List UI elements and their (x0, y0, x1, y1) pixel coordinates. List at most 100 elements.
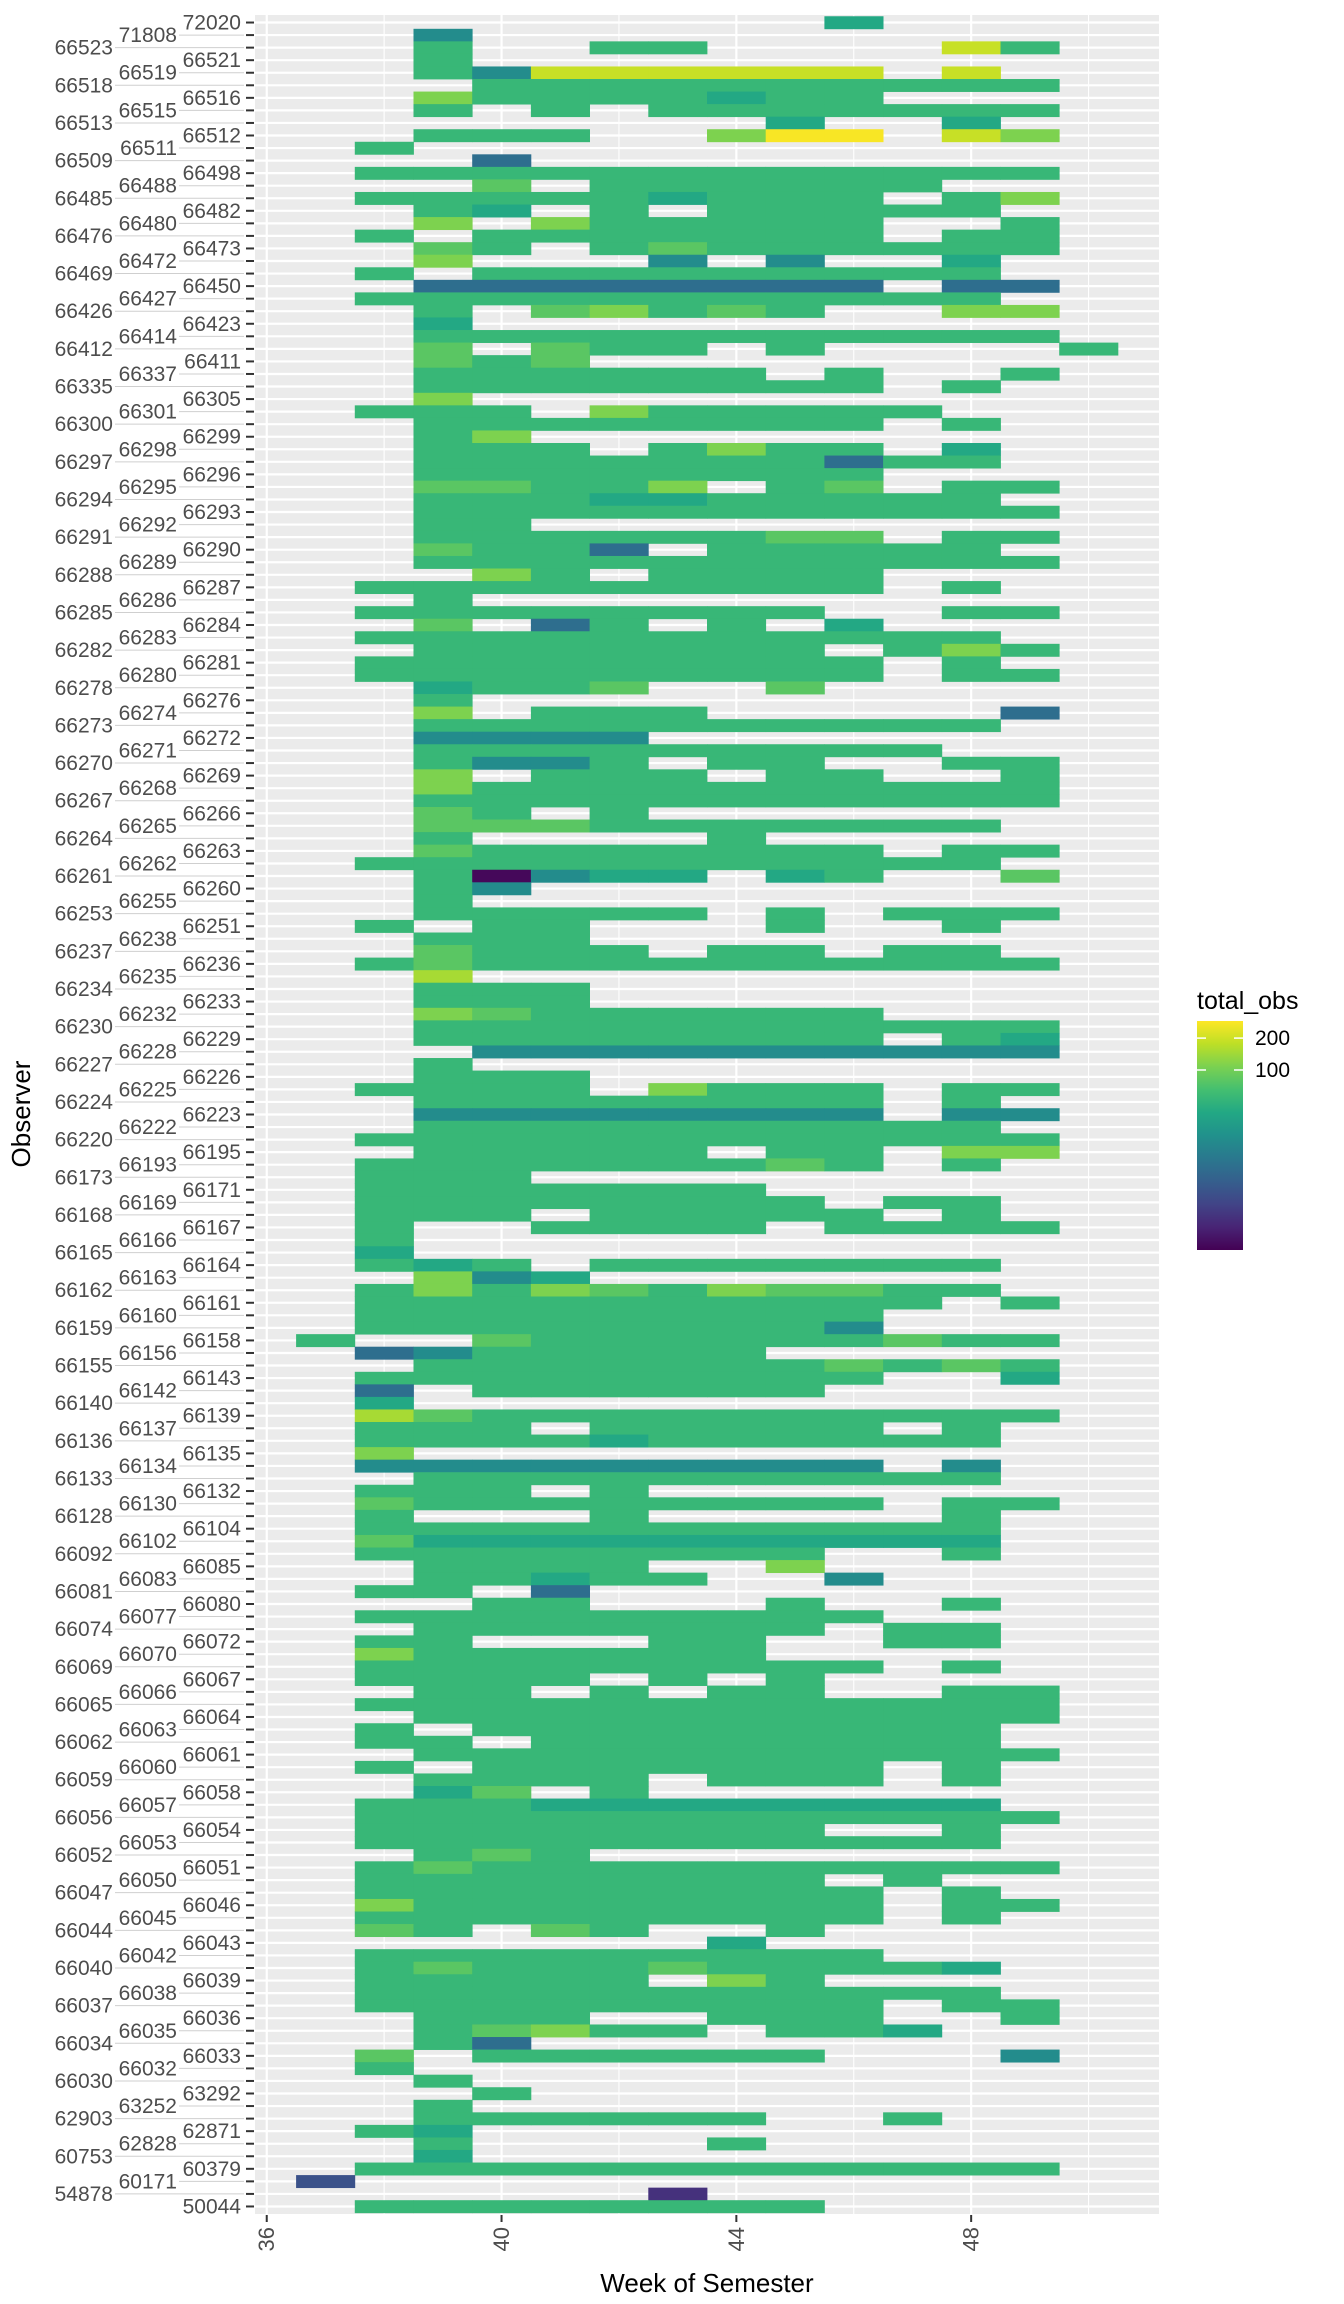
tile (824, 1145, 884, 1159)
tile (472, 1949, 532, 1963)
tile (941, 1660, 1001, 1674)
tile (648, 1108, 708, 1122)
tile (296, 2175, 356, 2189)
tile (472, 166, 532, 180)
tile (413, 1811, 473, 1825)
tile (765, 1748, 825, 1762)
tile (941, 292, 1001, 306)
tile (413, 694, 473, 707)
tile (941, 1798, 1001, 1812)
tile (354, 405, 414, 419)
tile (413, 806, 473, 820)
tile (530, 1020, 590, 1034)
tile (707, 1434, 767, 1448)
tile (589, 480, 649, 494)
tile (824, 719, 884, 733)
x-tick-label: 48 (959, 2227, 984, 2251)
tile (354, 2200, 414, 2214)
tile (824, 857, 884, 871)
y-tick-label: 66293 (183, 501, 241, 524)
tile (648, 417, 708, 431)
y-tick-label: 66060 (119, 1756, 177, 1779)
y-tick-label: 66036 (183, 2007, 241, 2030)
tile (824, 1359, 884, 1373)
tile (354, 606, 414, 620)
tile (648, 91, 708, 105)
tile (941, 1685, 1001, 1699)
tile (530, 217, 590, 231)
tile (589, 1961, 649, 1975)
tile (707, 191, 767, 205)
y-tick-label: 66133 (55, 1467, 113, 1490)
tile (824, 1007, 884, 1021)
tile (824, 1083, 884, 1097)
tile (648, 606, 708, 620)
tile (530, 1409, 590, 1423)
tile (530, 2011, 590, 2025)
tile (589, 1158, 649, 1172)
tile (530, 292, 590, 306)
tile (707, 1133, 767, 1147)
tile (648, 1020, 708, 1034)
tile (883, 794, 943, 808)
y-tick-label: 66058 (183, 1781, 241, 1804)
tile (824, 480, 884, 494)
tile (824, 129, 884, 143)
tile (941, 1032, 1001, 1046)
tile (648, 1221, 708, 1235)
tile (413, 292, 473, 306)
tile (883, 1296, 943, 1310)
tile (707, 744, 767, 758)
tile (413, 1032, 473, 1046)
tile (824, 744, 884, 758)
tile (707, 1610, 767, 1624)
tile (354, 1158, 414, 1172)
tile (941, 1522, 1001, 1536)
tile (472, 204, 532, 218)
y-tick-label: 66300 (55, 413, 113, 436)
tile (648, 1283, 708, 1297)
tile (354, 292, 414, 306)
tile (1000, 1811, 1060, 1825)
tile (530, 367, 590, 381)
tile (941, 656, 1001, 670)
tile (648, 1836, 708, 1850)
tile (354, 1735, 414, 1749)
tile (472, 1610, 532, 1624)
tile (413, 2099, 473, 2113)
tile (530, 1811, 590, 1825)
tile (707, 1409, 767, 1423)
tile (824, 279, 884, 293)
tile (824, 104, 884, 118)
tile (472, 606, 532, 620)
tile (648, 1610, 708, 1624)
tile (765, 643, 825, 657)
tile (472, 1785, 532, 1799)
tile (413, 2112, 473, 2126)
y-tick-label: 66337 (119, 363, 177, 386)
tile (707, 417, 767, 431)
tile (883, 1221, 943, 1235)
tile (707, 1120, 767, 1134)
tile (589, 794, 649, 808)
tile (883, 1735, 943, 1749)
x-axis: 36 40 44 48 (254, 2215, 984, 2251)
tile (1000, 1898, 1060, 1912)
tile (707, 2137, 767, 2151)
tile (941, 41, 1001, 55)
tile (707, 468, 767, 482)
tile (824, 204, 884, 218)
tile (1000, 668, 1060, 682)
tile (530, 1007, 590, 1021)
tile (413, 1547, 473, 1561)
tile (648, 1748, 708, 1762)
tile (413, 593, 473, 607)
tile (824, 1610, 884, 1624)
tile (472, 1811, 532, 1825)
tile (1000, 1032, 1060, 1046)
tile (824, 1422, 884, 1435)
tile (883, 719, 943, 733)
tile (765, 1773, 825, 1787)
tile (530, 1045, 590, 1059)
tile (530, 1560, 590, 1574)
